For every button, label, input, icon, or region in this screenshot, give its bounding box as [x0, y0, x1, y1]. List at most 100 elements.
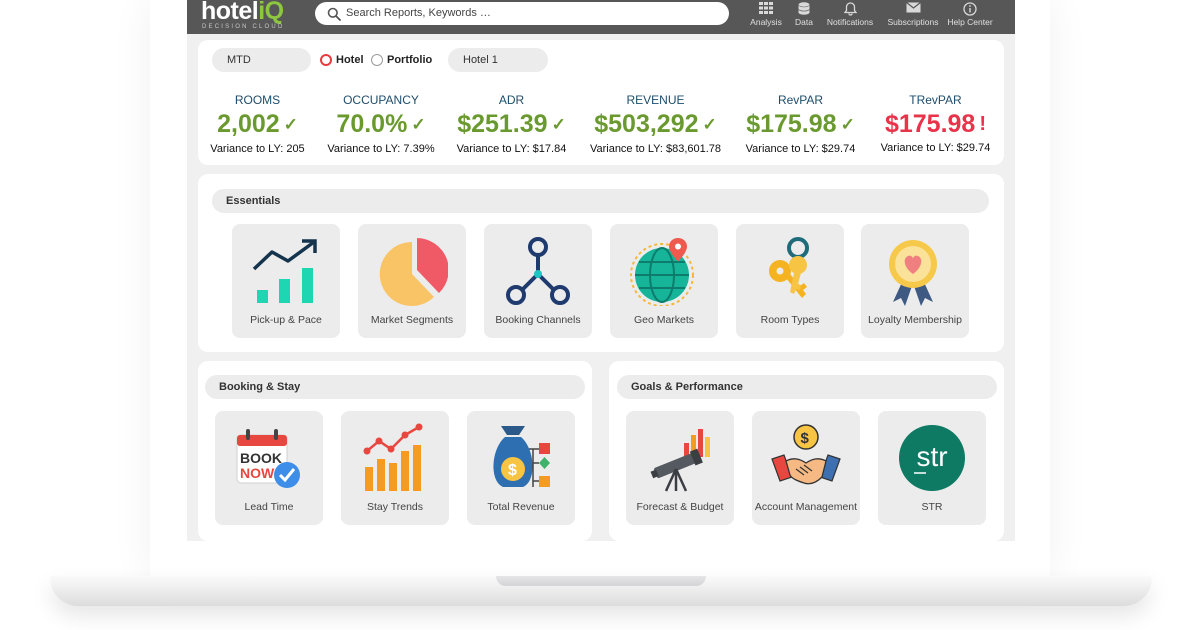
keys-icon	[769, 237, 809, 298]
section-title: Essentials	[212, 189, 989, 213]
tile-market-segments[interactable]: Market Segments	[358, 224, 466, 338]
handshake-icon: $	[771, 424, 841, 485]
tile-forecast-budget[interactable]: Forecast & Budget	[626, 411, 734, 525]
goals-performance-card: Goals & Performance Forecast & Budget	[609, 361, 1004, 541]
telescope-icon	[650, 429, 710, 492]
search-input[interactable]: Search Reports, Keywords …	[315, 2, 729, 25]
tile-label: Pick-up & Pace	[250, 314, 322, 326]
tile-room-types[interactable]: Room Types	[736, 224, 844, 338]
tile-booking-channels[interactable]: Booking Channels	[484, 224, 592, 338]
globe-pin-icon	[630, 238, 694, 306]
tile-label: Room Types	[760, 314, 820, 326]
pickup-chart-icon	[252, 239, 317, 303]
period-select[interactable]: MTD	[212, 48, 311, 72]
tile-label: Account Management	[754, 501, 858, 513]
database-icon	[798, 2, 810, 15]
envelope-icon	[905, 2, 921, 13]
kpi-variance: Variance to LY: $83,601.78	[589, 143, 722, 155]
svg-text:$: $	[801, 430, 810, 447]
kpi-variance: Variance to LY: $29.74	[745, 143, 856, 155]
kpi-value: 70.0%	[336, 110, 408, 138]
nav-help-center[interactable]: Help Center	[947, 0, 993, 34]
tile-lead-time[interactable]: BOOK NOW Lead Time	[215, 411, 323, 525]
check-icon: ✓	[702, 115, 717, 134]
kpi-occupancy[interactable]: OCCUPANCY 70.0% ✓ Variance to LY: 7.39%	[326, 93, 436, 155]
channels-network-icon	[506, 237, 570, 305]
top-bar: hoteliQ DECISION CLOUD Search Reports, K…	[187, 0, 1015, 34]
tile-label: Geo Markets	[633, 314, 695, 326]
tile-label: Forecast & Budget	[636, 501, 724, 513]
tile-label: STR	[921, 501, 943, 513]
radio-selected-indicator	[320, 54, 332, 66]
tile-str[interactable]: str STR	[878, 411, 986, 525]
search-placeholder: Search Reports, Keywords …	[346, 7, 491, 19]
kpi-value: $251.39	[457, 110, 548, 138]
str-logo-text: str	[916, 441, 947, 472]
kpi-value: $175.98	[746, 110, 837, 138]
tile-label: Loyalty Membership	[868, 314, 962, 326]
nav-subscriptions[interactable]: Subscriptions	[887, 0, 939, 34]
nav-data[interactable]: Data	[792, 0, 816, 34]
nav-label: Notifications	[826, 17, 874, 27]
kpi-trevpar[interactable]: TRevPAR $175.98! Variance to LY: $29.74	[878, 93, 993, 154]
kpi-adr[interactable]: ADR $251.39 ✓ Variance to LY: $17.84	[454, 93, 569, 155]
tile-label: Total Revenue	[487, 501, 555, 513]
book-now-calendar-icon: BOOK NOW	[236, 429, 300, 488]
section-title: Goals & Performance	[617, 375, 997, 399]
kpi-variance: Variance to LY: 205	[210, 143, 305, 155]
radio-label: Portfolio	[387, 54, 433, 66]
svg-text:$: $	[508, 462, 517, 479]
radio-unselected-indicator	[371, 54, 383, 66]
kpi-label: ADR	[498, 93, 525, 107]
kpi-label: ROOMS	[234, 93, 281, 107]
alert-icon: !	[979, 113, 987, 135]
tile-label: Lead Time	[244, 501, 294, 513]
svg-text:NOW: NOW	[240, 465, 275, 481]
app-screen: hoteliQ DECISION CLOUD Search Reports, K…	[187, 0, 1015, 541]
kpi-revpar[interactable]: RevPAR $175.98 ✓ Variance to LY: $29.74	[743, 93, 858, 155]
tile-loyalty-membership[interactable]: Loyalty Membership	[861, 224, 969, 338]
logo-tagline: DECISION CLOUD	[202, 24, 285, 30]
logo-name-main: hotel	[201, 0, 259, 25]
nav-notifications[interactable]: Notifications	[827, 0, 873, 34]
tile-geo-markets[interactable]: Geo Markets	[610, 224, 718, 338]
pie-chart-icon	[379, 238, 448, 306]
bell-icon	[843, 2, 857, 16]
check-icon: ✓	[551, 115, 566, 134]
kpi-variance: Variance to LY: 7.39%	[327, 143, 435, 155]
radio-hotel[interactable]: Hotel	[320, 53, 364, 67]
kpi-value: 2,002	[217, 110, 280, 138]
trend-bars-icon	[363, 423, 423, 491]
booking-stay-card: Booking & Stay BOOK NOW Lead Time	[198, 361, 592, 541]
nav-analysis[interactable]: Analysis	[749, 0, 783, 34]
info-icon	[963, 2, 977, 16]
tile-label: Market Segments	[370, 314, 454, 326]
tile-total-revenue[interactable]: $ Total Revenue	[467, 411, 575, 525]
radio-portfolio[interactable]: Portfolio	[371, 53, 432, 67]
property-select[interactable]: Hotel 1	[448, 48, 548, 72]
nav-label: Analysis	[750, 17, 782, 27]
tile-label: Stay Trends	[366, 501, 424, 513]
kpi-label: OCCUPANCY	[343, 93, 419, 107]
essentials-card: Essentials Pick-up & Pace Market Segment…	[198, 174, 1004, 352]
heart-badge-icon	[889, 240, 937, 306]
grid-icon	[759, 2, 773, 14]
nav-label: Help Center	[947, 17, 993, 27]
nav-label: Subscriptions	[887, 17, 939, 27]
kpi-summary-card: MTD Hotel Portfolio Hotel 1 ROOMS 2,002 ✓…	[198, 40, 1004, 165]
laptop-notch	[496, 576, 706, 586]
check-icon: ✓	[411, 115, 426, 134]
kpi-value: $503,292	[594, 110, 699, 138]
tile-stay-trends[interactable]: Stay Trends	[341, 411, 449, 525]
tile-account-management[interactable]: $ Account Management	[752, 411, 860, 525]
section-title: Booking & Stay	[205, 375, 585, 399]
tile-pickup-pace[interactable]: Pick-up & Pace	[232, 224, 340, 338]
radio-label: Hotel	[336, 54, 364, 66]
kpi-label: REVENUE	[626, 93, 685, 107]
check-icon: ✓	[840, 115, 855, 134]
kpi-revenue[interactable]: REVENUE $503,292 ✓ Variance to LY: $83,60…	[587, 93, 724, 155]
search-icon	[327, 7, 341, 21]
kpi-label: RevPAR	[777, 93, 824, 107]
kpi-rooms[interactable]: ROOMS 2,002 ✓ Variance to LY: 205	[209, 93, 306, 155]
logo-name-accent: iQ	[258, 0, 284, 25]
